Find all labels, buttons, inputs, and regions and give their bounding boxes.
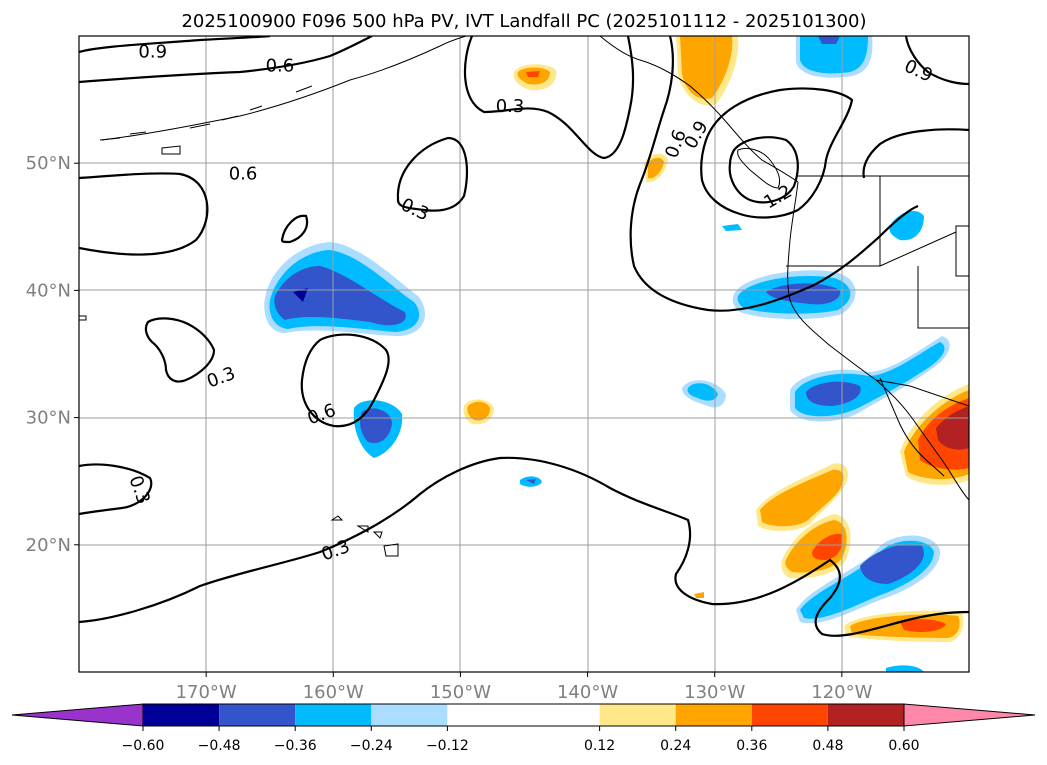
x-tick-label: 160°W bbox=[303, 682, 364, 703]
pos-anomaly-area bbox=[680, 36, 733, 99]
gulf-of-alaska-coast bbox=[599, 36, 799, 183]
colorbar-tick-label: −0.24 bbox=[350, 738, 393, 754]
neg-anomaly-area bbox=[687, 383, 718, 401]
colorbar-segment bbox=[751, 704, 828, 726]
neg-anomaly-area bbox=[806, 381, 861, 406]
baja-california-coast bbox=[879, 377, 945, 477]
colorbar: −0.60 −0.48 −0.36 −0.24 −0.12 0.12 0.24 0.36 0.4… bbox=[11, 703, 1036, 754]
colorbar-segment bbox=[827, 704, 904, 726]
pos-anomaly-area bbox=[467, 401, 490, 421]
colorbar-tick-label: 0.48 bbox=[812, 738, 843, 754]
contour-0.9-north bbox=[79, 36, 271, 54]
neg-anomaly-area bbox=[722, 224, 742, 231]
x-tick-label: 120°W bbox=[811, 682, 872, 703]
neg-anomaly-area bbox=[818, 36, 840, 44]
colorbar-tick-label: 0.60 bbox=[888, 738, 919, 754]
colorbar-segment bbox=[295, 704, 372, 726]
colorbar-outline bbox=[142, 703, 905, 727]
gridlines bbox=[79, 36, 969, 672]
colorbar-tick-label: −0.48 bbox=[198, 738, 241, 754]
pv-contours bbox=[79, 36, 969, 637]
colorbar-tick-label: 0.12 bbox=[584, 738, 615, 754]
contour-label: 0.9 bbox=[138, 42, 167, 63]
contour-0.3-large bbox=[79, 456, 969, 637]
map-frame bbox=[78, 35, 970, 673]
pos-anomaly-area bbox=[694, 592, 704, 598]
y-tick-label: 50°N bbox=[26, 153, 71, 174]
colorbar-tick-label: −0.12 bbox=[426, 738, 469, 754]
aleutian-islands bbox=[99, 85, 313, 141]
pos-anomaly-area bbox=[526, 71, 540, 77]
y-tick-label: 30°N bbox=[26, 408, 71, 429]
contour-label: 0.6 bbox=[266, 56, 295, 77]
pos-anomaly-area bbox=[812, 533, 843, 560]
x-axis-ticks: 170°W 160°W 150°W 140°W 130°W 120°W bbox=[176, 672, 873, 703]
contour-0.9-east bbox=[904, 36, 969, 86]
russia-coast-west bbox=[79, 145, 181, 321]
us-mexico-border bbox=[875, 379, 969, 407]
contour-0.6-ridge bbox=[629, 36, 919, 312]
colorbar-segment bbox=[219, 704, 296, 726]
pos-anomaly-area bbox=[900, 619, 946, 632]
x-tick-label: 140°W bbox=[557, 682, 618, 703]
x-tick-label: 130°W bbox=[684, 682, 745, 703]
x-tick-label: 150°W bbox=[430, 682, 491, 703]
contour-label: 0.6 bbox=[229, 164, 258, 185]
pos-anomaly-area bbox=[760, 469, 844, 527]
alaska-peninsula-coast bbox=[101, 36, 467, 141]
neg-anomaly-area bbox=[766, 283, 841, 305]
contour-label: 0.3 bbox=[496, 96, 525, 117]
north-america-west-coast bbox=[787, 181, 969, 501]
contour-0.6-closed bbox=[300, 333, 390, 428]
colorbar-tick-label: −0.60 bbox=[122, 738, 165, 754]
neg-anomaly-area bbox=[274, 266, 406, 326]
colorbar-segment bbox=[447, 704, 600, 726]
colorbar-segment bbox=[599, 704, 676, 726]
neg-anomaly-area bbox=[526, 479, 536, 484]
contour-small-closed bbox=[280, 214, 309, 244]
coastlines bbox=[79, 36, 969, 557]
contour-0.3-south bbox=[79, 463, 153, 516]
y-axis-ticks: 20°N 30°N 40°N 50°N bbox=[26, 153, 79, 556]
y-tick-label: 40°N bbox=[26, 280, 71, 301]
colorbar-tick-label: −0.36 bbox=[274, 738, 317, 754]
neg-anomaly-area bbox=[800, 36, 868, 74]
map-panel: 0.90.60.60.30.30.30.30.30.60.60.91.20.9 bbox=[78, 35, 970, 673]
y-tick-label: 20°N bbox=[26, 535, 71, 556]
colorbar-segment bbox=[675, 704, 752, 726]
colorbar-segment bbox=[371, 704, 448, 726]
neg-anomaly-area bbox=[360, 408, 392, 444]
colorbar-extend-max bbox=[903, 703, 1036, 727]
contour-1.2-closed bbox=[728, 136, 799, 204]
neg-anomaly-area bbox=[860, 544, 924, 584]
colorbar-tick-label: 0.36 bbox=[736, 738, 767, 754]
contour-0.6-west bbox=[79, 172, 209, 256]
vancouver-island bbox=[737, 147, 781, 189]
colorbar-segment bbox=[143, 704, 220, 726]
contour-0.3-closed-west bbox=[144, 317, 216, 383]
pos-anomaly-area bbox=[936, 406, 969, 450]
chart-title: 2025100900 F096 500 hPa PV, IVT Landfall… bbox=[181, 11, 866, 32]
contour-0.9-ridge bbox=[700, 87, 854, 219]
neg-anomaly-area bbox=[293, 288, 308, 302]
us-state-borders bbox=[786, 176, 969, 329]
neg-anomaly-area bbox=[886, 665, 924, 672]
colorbar-extend-min bbox=[11, 703, 144, 727]
contour-0.3-closed-north bbox=[396, 136, 469, 212]
contour-0.9-east-lower bbox=[862, 128, 969, 179]
colorbar-tick-label: 0.24 bbox=[660, 738, 691, 754]
contour-0.6-north bbox=[79, 36, 373, 84]
contour-0.3-alaska bbox=[463, 36, 635, 160]
x-tick-label: 170°W bbox=[176, 682, 237, 703]
